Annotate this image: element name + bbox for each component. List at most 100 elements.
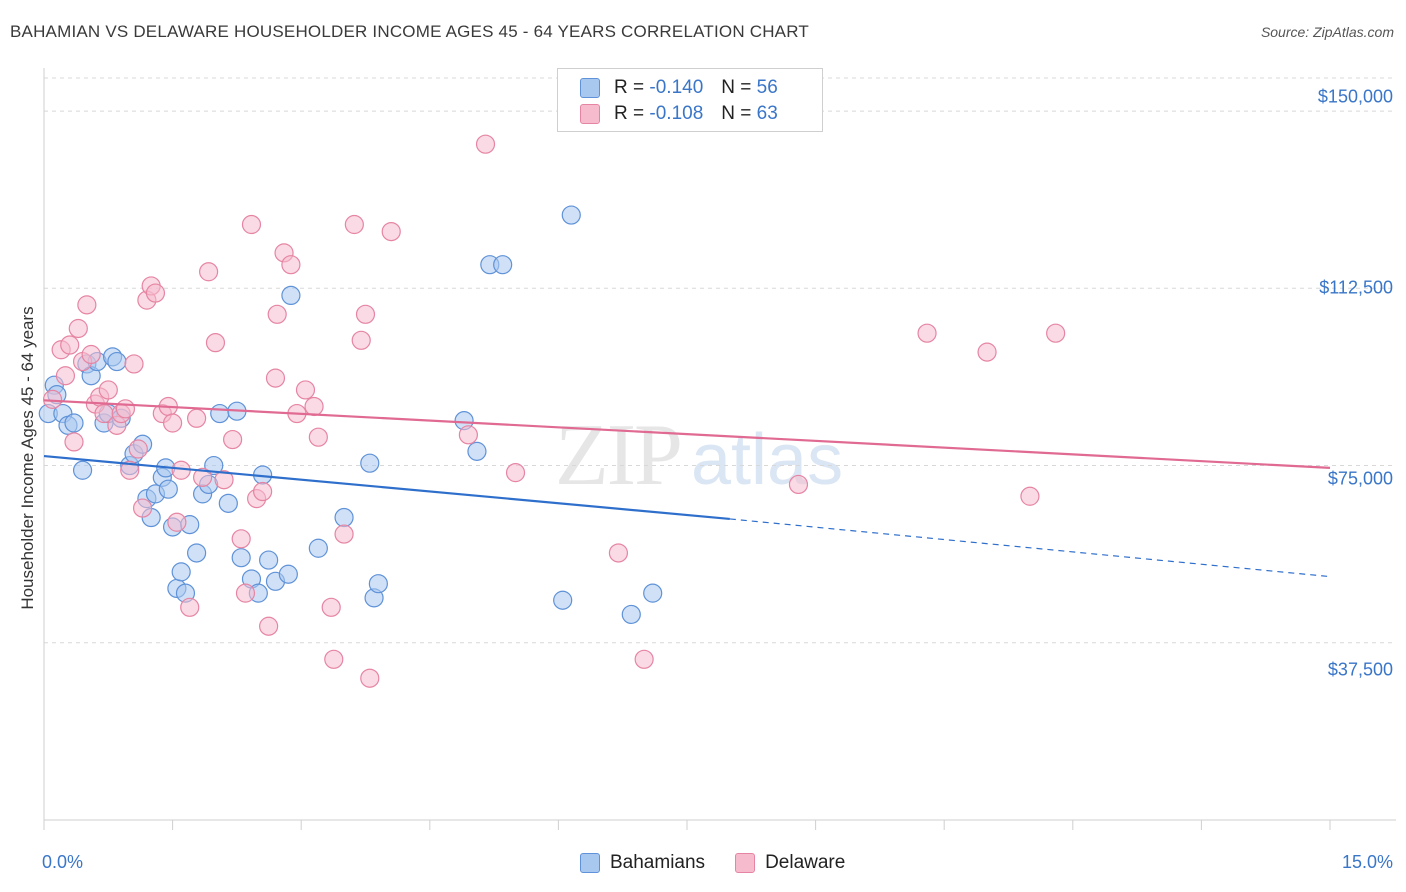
data-point [634, 649, 654, 669]
data-point [167, 512, 187, 532]
data-point [158, 479, 178, 499]
data-point [214, 470, 234, 490]
data-point [241, 214, 262, 235]
x-tick-min: 0.0% [42, 852, 84, 872]
data-point [231, 548, 251, 568]
trend-line-delaware [43, 399, 1331, 470]
data-point [278, 564, 298, 584]
data-point [68, 318, 88, 339]
axes [43, 68, 1396, 830]
data-point [72, 460, 93, 480]
data-point [308, 538, 328, 558]
data-point [308, 427, 328, 447]
legend-swatch-pink [580, 104, 600, 124]
data-point [334, 524, 354, 544]
data-point [235, 583, 256, 603]
data-point [120, 460, 140, 480]
data-point [608, 543, 629, 563]
data-point [267, 304, 287, 324]
data-point [788, 474, 809, 495]
legend-n-value: 63 [756, 103, 778, 124]
data-point [360, 453, 380, 473]
data-point [295, 380, 316, 400]
legend-row-delaware: R = -0.108 N = 63 [580, 103, 778, 125]
data-point [231, 529, 251, 549]
chart-title: BAHAMIAN VS DELAWARE HOUSEHOLDER INCOME … [10, 22, 809, 41]
x-tick-max: 15.0% [1341, 852, 1393, 872]
data-point [107, 351, 127, 372]
legend-swatch-blue [580, 78, 600, 98]
data-point [60, 335, 80, 355]
data-point [467, 441, 487, 461]
y-tick-75000: $75,000 [1327, 468, 1393, 489]
data-point [561, 205, 581, 225]
data-point [210, 403, 230, 424]
legend-n-label: N = [721, 103, 752, 124]
data-point [115, 399, 136, 419]
data-point [205, 333, 226, 353]
data-point [475, 134, 496, 154]
y-tick-37500: $37,500 [1327, 659, 1393, 680]
data-point [55, 366, 76, 386]
data-point [917, 323, 937, 343]
data-point [187, 408, 207, 428]
watermark: ZIP atlas [555, 405, 843, 506]
data-point [351, 330, 371, 350]
data-point [180, 597, 200, 617]
y-axis-label: Householder Income Ages 45 - 64 years [18, 306, 37, 610]
data-point [64, 413, 84, 433]
y-tick-112500: $112,500 [1319, 277, 1393, 298]
trend-line-bahamians [43, 454, 730, 521]
data-point [355, 304, 376, 324]
data-point [218, 493, 238, 513]
legend-item-bahamians: Bahamians [580, 852, 705, 874]
data-point [124, 354, 144, 374]
data-point [163, 413, 183, 433]
data-point [187, 543, 207, 563]
data-point [199, 262, 219, 282]
data-point [223, 429, 243, 450]
data-point [381, 221, 401, 242]
data-point [193, 467, 213, 487]
data-point [64, 432, 84, 452]
data-point [977, 342, 997, 362]
data-point [360, 668, 380, 688]
data-point [171, 562, 191, 582]
legend-item-delaware: Delaware [735, 852, 845, 874]
data-point [259, 550, 279, 570]
data-point [621, 604, 641, 625]
data-point [81, 344, 101, 365]
trend-line-bahamians-extension [729, 518, 1331, 578]
legend-swatch-blue [580, 853, 600, 873]
data-point [368, 574, 388, 594]
legend-r-value: -0.108 [649, 103, 704, 124]
data-point [334, 507, 354, 528]
data-point [458, 425, 478, 445]
watermark-atlas: atlas [691, 420, 844, 500]
data-point [265, 368, 286, 388]
data-point [505, 463, 526, 483]
data-point [493, 255, 513, 275]
data-point [132, 498, 153, 518]
legend-r-label: R = [614, 77, 645, 98]
legend-r-value: -0.140 [649, 77, 704, 98]
data-point [1020, 486, 1040, 506]
legend-row-bahamians: R = -0.140 N = 56 [580, 77, 778, 99]
data-point [553, 590, 573, 610]
source-credit: Source: ZipAtlas.com [1260, 24, 1394, 40]
data-point [304, 396, 324, 417]
legend-label-delaware: Delaware [765, 852, 846, 873]
data-point [324, 649, 344, 669]
data-point [77, 295, 97, 315]
legend-r-label: R = [614, 103, 645, 124]
data-point [344, 214, 364, 235]
data-point [643, 583, 663, 603]
data-point [259, 616, 279, 636]
data-point [1046, 323, 1066, 343]
series-legend: Bahamians Delaware [580, 852, 875, 874]
legend-n-value: 56 [756, 77, 778, 98]
trend-lines [43, 399, 1331, 578]
data-point [98, 380, 118, 400]
correlation-legend: R = -0.140 N = 56 R = -0.108 N = 63 [557, 68, 823, 132]
